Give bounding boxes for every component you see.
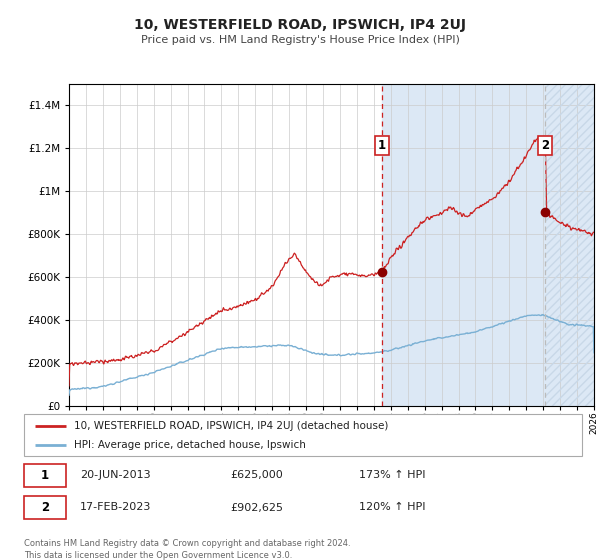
- Text: 2: 2: [541, 139, 550, 152]
- Bar: [545, 84, 594, 406]
- FancyBboxPatch shape: [24, 496, 66, 519]
- Bar: [545, 84, 594, 406]
- Text: 1: 1: [41, 469, 49, 482]
- Text: 173% ↑ HPI: 173% ↑ HPI: [359, 470, 425, 480]
- Text: £625,000: £625,000: [230, 470, 283, 480]
- Text: £902,625: £902,625: [230, 502, 283, 512]
- Text: 1: 1: [378, 139, 386, 152]
- FancyBboxPatch shape: [24, 464, 66, 487]
- Text: 10, WESTERFIELD ROAD, IPSWICH, IP4 2UJ (detached house): 10, WESTERFIELD ROAD, IPSWICH, IP4 2UJ (…: [74, 421, 389, 431]
- Text: 17-FEB-2023: 17-FEB-2023: [80, 502, 151, 512]
- Bar: [382, 84, 545, 406]
- Text: 2: 2: [41, 501, 49, 514]
- Text: 20-JUN-2013: 20-JUN-2013: [80, 470, 151, 480]
- Text: HPI: Average price, detached house, Ipswich: HPI: Average price, detached house, Ipsw…: [74, 440, 306, 450]
- Text: Price paid vs. HM Land Registry's House Price Index (HPI): Price paid vs. HM Land Registry's House …: [140, 35, 460, 45]
- Text: 120% ↑ HPI: 120% ↑ HPI: [359, 502, 425, 512]
- Text: Contains HM Land Registry data © Crown copyright and database right 2024.
This d: Contains HM Land Registry data © Crown c…: [24, 539, 350, 559]
- Text: 10, WESTERFIELD ROAD, IPSWICH, IP4 2UJ: 10, WESTERFIELD ROAD, IPSWICH, IP4 2UJ: [134, 18, 466, 32]
